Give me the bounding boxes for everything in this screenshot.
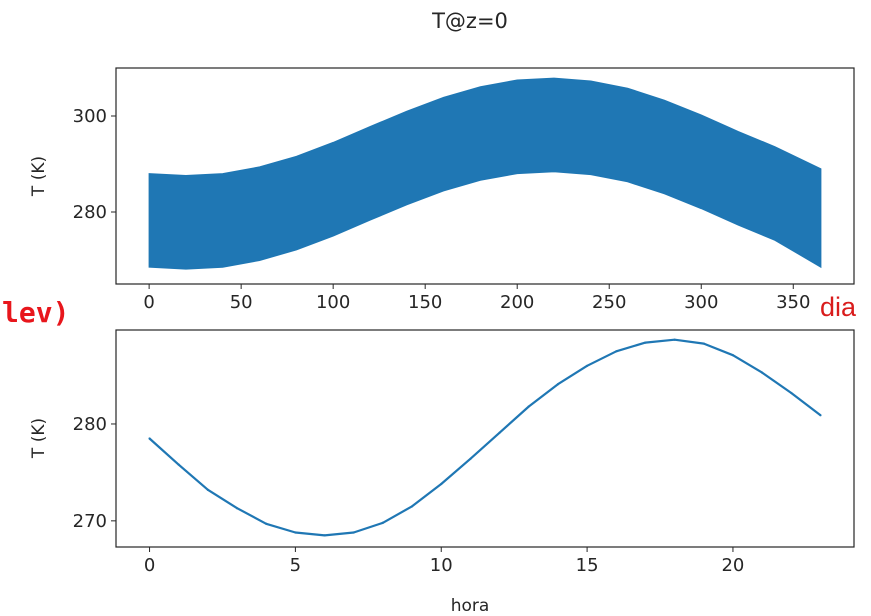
overlay-text-left: lev)	[2, 296, 69, 329]
temperature-point	[790, 391, 793, 395]
temperature-point	[673, 338, 676, 341]
annual-y-axis-label: T (K)	[29, 156, 49, 197]
temperature-point	[644, 341, 647, 344]
y-tick-label: 300	[73, 106, 107, 127]
y-tick-label: 270	[73, 511, 107, 532]
daily-x-axis-label: hora	[451, 596, 490, 616]
x-tick-label: 15	[576, 555, 599, 576]
daily-temperature-plot: 0 5 10 15 20 270 280 T (K) hora	[29, 329, 855, 616]
annual-plot-frame	[115, 67, 855, 285]
temperature-point	[585, 364, 589, 367]
temperature-line	[148, 338, 822, 537]
daily-y-axis-label: T (K)	[29, 418, 49, 459]
x-tick-label: 20	[721, 555, 744, 576]
temperature-point	[440, 482, 443, 486]
temperature-point	[702, 342, 705, 345]
x-tick-label: 0	[143, 292, 154, 313]
annual-temperature-marks	[148, 77, 822, 270]
x-tick-label: 300	[684, 292, 718, 313]
temperature-point	[469, 457, 472, 460]
temperature-point	[527, 405, 530, 408]
x-tick-label: 150	[408, 292, 442, 313]
temperature-point	[177, 463, 180, 466]
daily-plot-frame	[115, 329, 855, 548]
daily-temperature-marks	[148, 338, 822, 537]
overlay-text-right: dia	[820, 292, 857, 322]
temperature-point	[819, 414, 822, 417]
temperature-point	[381, 521, 385, 524]
x-tick-label: 5	[290, 555, 301, 576]
temperature-point	[323, 534, 326, 537]
temperature-point	[294, 531, 297, 534]
temperature-point	[410, 505, 414, 508]
x-tick-label: 10	[430, 555, 453, 576]
temperature-point	[761, 371, 764, 374]
temperature-point	[615, 350, 618, 353]
temperature-band	[148, 77, 822, 270]
x-tick-label: 200	[500, 292, 534, 313]
x-tick-label: 0	[144, 555, 155, 576]
figure-title: T@z=0	[431, 9, 508, 33]
temperature-point	[235, 507, 239, 510]
annual-y-ticks: 280 300	[73, 106, 116, 223]
daily-y-ticks: 270 280	[73, 414, 116, 532]
x-tick-label: 350	[776, 292, 810, 313]
temperature-point	[731, 354, 735, 357]
daily-x-ticks: 0 5 10 15 20	[144, 547, 744, 576]
y-tick-label: 280	[73, 202, 107, 223]
annual-temperature-plot: 0 50 100 150 200 250 300 350 280 300 T (K)	[29, 67, 855, 313]
x-tick-label: 250	[592, 292, 626, 313]
x-tick-label: 100	[316, 292, 350, 313]
temperature-point	[498, 431, 501, 434]
temperature-point	[148, 437, 151, 440]
y-tick-label: 280	[73, 414, 107, 435]
annual-x-ticks: 0 50 100 150 200 250 300 350	[143, 284, 810, 313]
temperature-point	[352, 531, 355, 534]
temperature-point	[206, 488, 209, 491]
temperature-point	[265, 522, 268, 525]
temperature-point	[556, 383, 560, 386]
x-tick-label: 50	[230, 292, 253, 313]
